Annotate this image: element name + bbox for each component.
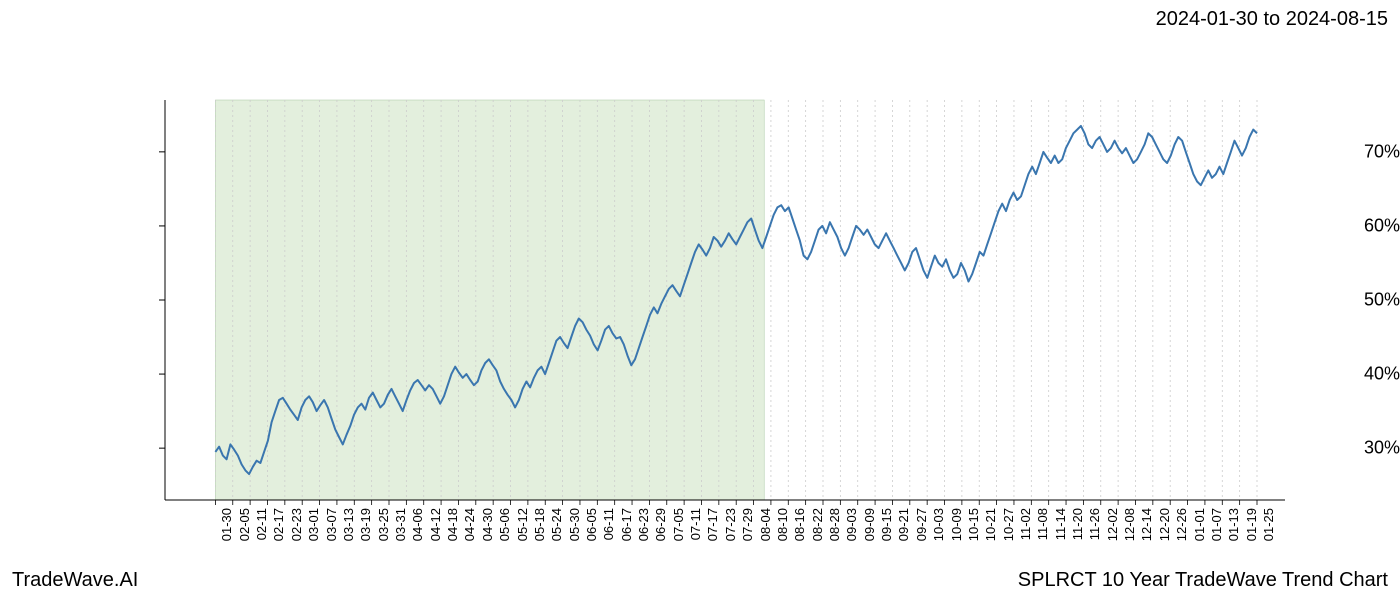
x-tick-label: 06-05: [584, 508, 599, 541]
x-tick-label: 08-16: [792, 508, 807, 541]
x-tick-label: 09-03: [844, 508, 859, 541]
y-tick-label: 30%: [1247, 438, 1400, 459]
x-tick-label: 10-03: [931, 508, 946, 541]
x-tick-label: 05-06: [497, 508, 512, 541]
x-tick-label: 05-18: [532, 508, 547, 541]
x-tick-label: 01-30: [219, 508, 234, 541]
x-tick-label: 11-26: [1087, 508, 1102, 540]
x-tick-label: 08-10: [775, 508, 790, 541]
x-tick-label: 12-08: [1122, 508, 1137, 541]
x-tick-label: 10-27: [1001, 508, 1016, 541]
x-tick-label: 08-04: [758, 508, 773, 541]
x-tick-label: 09-09: [862, 508, 877, 541]
x-tick-label: 07-05: [671, 508, 686, 541]
chart-title: SPLRCT 10 Year TradeWave Trend Chart: [1018, 569, 1388, 592]
x-tick-label: 12-20: [1157, 508, 1172, 541]
x-tick-label: 06-29: [653, 508, 668, 541]
x-tick-label: 03-01: [306, 508, 321, 541]
x-tick-label: 12-14: [1139, 508, 1154, 541]
x-tick-label: 03-31: [393, 508, 408, 541]
x-tick-label: 05-12: [515, 508, 530, 541]
x-tick-label: 07-29: [740, 508, 755, 541]
x-tick-label: 11-08: [1035, 508, 1050, 540]
x-tick-label: 06-23: [636, 508, 651, 541]
x-tick-label: 05-24: [549, 508, 564, 541]
x-tick-label: 11-02: [1018, 508, 1033, 540]
x-tick-label: 10-09: [949, 508, 964, 541]
x-tick-label: 03-13: [341, 508, 356, 541]
x-tick-label: 02-17: [271, 508, 286, 541]
x-tick-label: 06-11: [601, 508, 616, 540]
chart-container: 30% 40% 50% 60% 70% 01-3002-0502-1102-1702-2…: [0, 40, 1400, 560]
x-tick-label: 04-24: [462, 508, 477, 541]
brand-label: TradeWave.AI: [12, 569, 138, 592]
x-tick-label: 08-22: [810, 508, 825, 541]
trend-chart: [0, 40, 1400, 560]
x-tick-label: 07-17: [705, 508, 720, 541]
x-tick-label: 10-21: [983, 508, 998, 541]
x-tick-label: 07-11: [688, 508, 703, 540]
x-tick-label: 02-23: [289, 508, 304, 541]
x-tick-label: 02-05: [237, 508, 252, 541]
x-tick-label: 01-25: [1261, 508, 1276, 541]
x-tick-label: 06-17: [619, 508, 634, 541]
date-range-label: 2024-01-30 to 2024-08-15: [1156, 8, 1388, 31]
y-tick-label: 60%: [1247, 215, 1400, 236]
x-tick-label: 03-19: [358, 508, 373, 541]
x-tick-label: 03-25: [376, 508, 391, 541]
x-tick-label: 10-15: [966, 508, 981, 541]
x-tick-label: 09-27: [914, 508, 929, 541]
x-tick-label: 11-14: [1053, 508, 1068, 540]
y-tick-label: 70%: [1247, 141, 1400, 162]
x-tick-label: 04-12: [428, 508, 443, 541]
x-tick-label: 04-30: [480, 508, 495, 541]
x-tick-label: 09-15: [879, 508, 894, 541]
x-tick-label: 03-07: [324, 508, 339, 541]
x-tick-label: 02-11: [254, 508, 269, 540]
x-tick-label: 12-02: [1105, 508, 1120, 541]
x-tick-label: 01-13: [1226, 508, 1241, 541]
x-tick-label: 01-07: [1209, 508, 1224, 541]
x-tick-label: 08-28: [827, 508, 842, 541]
x-tick-label: 01-19: [1244, 508, 1259, 541]
x-tick-label: 04-06: [410, 508, 425, 541]
x-tick-label: 05-30: [567, 508, 582, 541]
x-tick-label: 12-26: [1174, 508, 1189, 541]
x-tick-label: 11-20: [1070, 508, 1085, 540]
y-tick-label: 40%: [1247, 364, 1400, 385]
x-tick-label: 09-21: [896, 508, 911, 541]
x-tick-label: 01-01: [1192, 508, 1207, 541]
y-tick-label: 50%: [1247, 290, 1400, 311]
x-tick-label: 07-23: [723, 508, 738, 541]
x-tick-label: 04-18: [445, 508, 460, 541]
